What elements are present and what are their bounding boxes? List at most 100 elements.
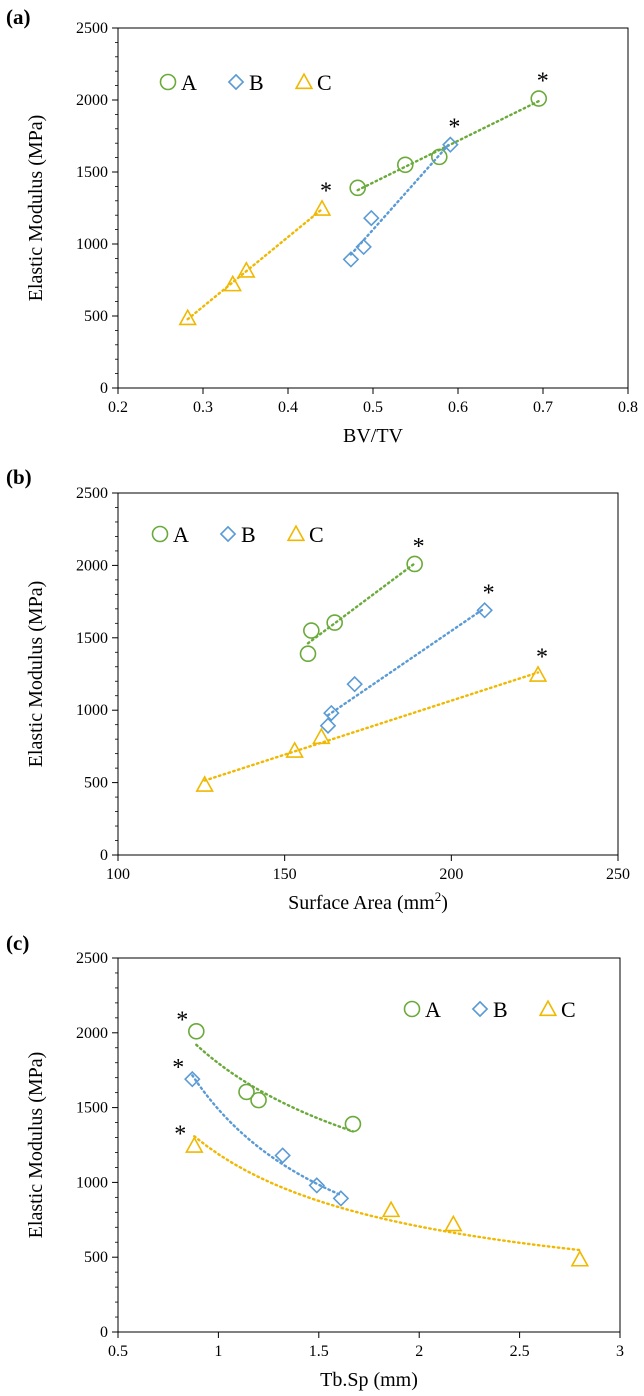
data-point-c xyxy=(444,1214,463,1232)
y-tick-label: 2500 xyxy=(76,485,108,502)
x-tick-label: 0.5 xyxy=(108,1343,128,1360)
data-point-a xyxy=(303,622,320,639)
significance-star: * xyxy=(448,115,460,141)
data-point-b xyxy=(346,675,363,693)
data-point-a xyxy=(326,614,343,631)
y-tick-label: 0 xyxy=(100,847,108,864)
y-tick-label: 2500 xyxy=(76,950,108,967)
legend-marker-b xyxy=(471,1000,489,1018)
significance-star: * xyxy=(176,1007,188,1033)
panel-label: (a) xyxy=(6,5,31,29)
significance-star: * xyxy=(413,534,425,560)
y-tick-label: 0 xyxy=(100,380,108,397)
data-point-b xyxy=(184,1070,201,1088)
data-point-b xyxy=(323,704,340,722)
data-point-a xyxy=(430,148,448,166)
significance-star: * xyxy=(536,645,548,671)
data-point-c xyxy=(237,261,256,278)
data-point-b xyxy=(476,602,493,619)
x-axis-title-suffix: ) xyxy=(441,892,448,914)
data-point-a xyxy=(238,1083,255,1101)
x-axis-title-superscript: 2 xyxy=(435,889,442,904)
data-point-c xyxy=(381,1200,401,1218)
legend-marker-a xyxy=(151,525,169,543)
y-tick-label: 1500 xyxy=(76,630,108,647)
data-point-a xyxy=(344,1115,362,1133)
x-tick-label: 2 xyxy=(415,1343,423,1360)
data-point-b xyxy=(342,251,360,268)
y-tick-label: 500 xyxy=(84,775,108,792)
x-tick-label: 1.5 xyxy=(309,1343,329,1360)
data-point-b xyxy=(319,717,337,734)
y-tick-label: 0 xyxy=(100,1324,108,1341)
chart-panel-3: 0 500 1000 1500 2000 2500 0.5 1 1.5 2 2.5 3 Tb.Sp (m… xyxy=(6,931,624,1391)
data-point-b xyxy=(332,1190,350,1207)
legend-label-a: A xyxy=(425,997,441,1022)
plot-area-frame xyxy=(117,957,621,1333)
x-tick-label: 3 xyxy=(616,1343,624,1360)
x-axis-title-main: Surface Area (mm xyxy=(288,892,435,914)
data-point-b xyxy=(355,238,372,256)
x-tick-label: 250 xyxy=(606,866,630,883)
y-tick-label: 500 xyxy=(84,308,108,325)
legend-label-b: B xyxy=(493,997,508,1022)
y-tick-label: 1000 xyxy=(76,236,108,253)
data-point-b xyxy=(308,1177,326,1194)
data-point-b xyxy=(363,209,380,227)
data-point-a xyxy=(349,179,367,197)
data-point-a xyxy=(188,1023,205,1040)
legend-label-a: A xyxy=(173,522,189,547)
y-tick-label: 1500 xyxy=(76,164,108,181)
legend: A B C xyxy=(159,70,332,95)
x-tick-label: 0.3 xyxy=(193,399,213,416)
data-point-a xyxy=(530,90,548,107)
trendline-b xyxy=(191,1074,343,1197)
trendline-c xyxy=(193,1135,582,1252)
x-axis-title: Surface Area (mm2) xyxy=(288,889,448,914)
y-tick-label: 2000 xyxy=(76,557,108,574)
x-axis-title: Tb.Sp (mm) xyxy=(320,1369,418,1391)
significance-star: * xyxy=(537,69,549,95)
legend-marker-b xyxy=(227,73,245,91)
y-tick-label: 2000 xyxy=(76,1025,108,1042)
data-point-c xyxy=(285,741,304,758)
x-axis-title: BV/TV xyxy=(343,425,404,447)
y-axis-title: Elastic Modulus (MPa) xyxy=(25,581,47,768)
y-tick-label: 1000 xyxy=(76,1174,108,1191)
trendline-a xyxy=(306,562,416,645)
significance-star: * xyxy=(174,1122,186,1148)
legend-label-c: C xyxy=(317,70,332,95)
data-point-b xyxy=(442,136,459,153)
x-tick-label: 0.8 xyxy=(618,399,638,416)
x-tick-label: 2.5 xyxy=(510,1343,530,1360)
x-tick-label: 100 xyxy=(106,866,130,883)
legend-label-b: B xyxy=(241,522,256,547)
plot-area-frame xyxy=(117,492,619,856)
y-tick-label: 2000 xyxy=(76,92,108,109)
data-point-c xyxy=(312,727,331,745)
data-point-a xyxy=(396,156,414,174)
trendline-a xyxy=(195,1043,355,1133)
legend-marker-b xyxy=(219,525,237,543)
legend-marker-c xyxy=(294,72,314,90)
trendline-b xyxy=(349,141,452,256)
x-tick-label: 200 xyxy=(439,866,463,883)
data-point-a xyxy=(406,555,423,573)
legend-marker-c xyxy=(286,524,306,542)
trendline-c xyxy=(203,671,540,782)
trendline-b xyxy=(326,606,486,717)
x-tick-label: 0.6 xyxy=(448,399,468,416)
data-point-c xyxy=(185,1136,204,1153)
y-tick-label: 1500 xyxy=(76,1100,108,1117)
x-tick-label: 0.7 xyxy=(533,399,553,416)
legend: A B C xyxy=(151,522,324,547)
x-tick-label: 0.2 xyxy=(108,399,128,416)
legend-label-c: C xyxy=(309,522,324,547)
data-point-a xyxy=(299,645,317,663)
legend: A B C xyxy=(403,997,576,1022)
data-point-c xyxy=(312,199,332,216)
data-point-a xyxy=(250,1091,267,1109)
y-tick-label: 2500 xyxy=(76,20,108,37)
data-point-b xyxy=(274,1147,291,1164)
